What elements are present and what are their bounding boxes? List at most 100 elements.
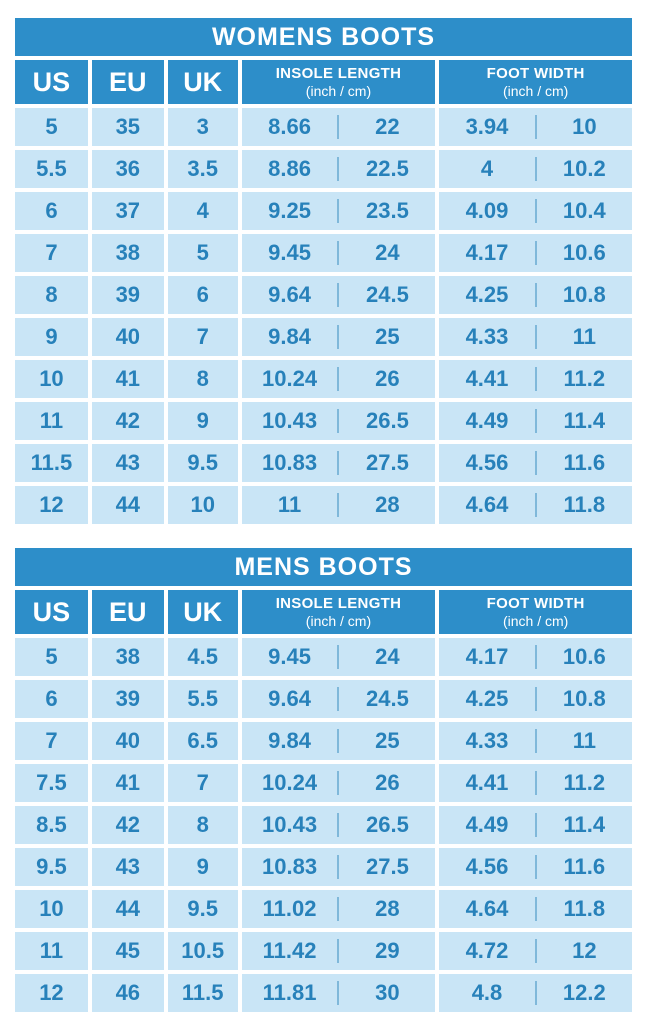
value-divider: [337, 493, 340, 517]
foot-width-cm-value: 12.2: [562, 980, 606, 1005]
insole-length-cm-value: 24: [375, 240, 400, 265]
value-divider: [337, 409, 340, 433]
foot-width-inch-value: 4.49: [465, 408, 509, 433]
insole-length-cm-value: 26.5: [365, 408, 409, 433]
value-divider: [337, 199, 340, 223]
cell-insole-length: 10.24 26: [241, 764, 436, 802]
value-divider: [337, 325, 340, 349]
value-divider: [337, 729, 340, 753]
insole-length-cm-value: 25: [375, 324, 400, 349]
foot-width-cm-value: 11: [572, 324, 596, 349]
insole-length-inch-value: 9.45: [268, 644, 311, 669]
insole-length-inch-value: 8.66: [268, 114, 311, 139]
foot-width-cm-value: 11.4: [563, 408, 606, 433]
cell-foot-width: 4.8 12.2: [439, 974, 632, 1012]
foot-width-label: FOOT WIDTH: [486, 595, 585, 613]
cell-insole-length: 11.02 28: [241, 890, 436, 928]
value-divider: [534, 157, 537, 181]
insole-length-cm-value: 30: [375, 980, 400, 1005]
foot-width-cm-value: 10.2: [562, 156, 606, 181]
value-divider: [337, 241, 340, 265]
cell-us: 12: [15, 974, 88, 1012]
value-divider: [337, 157, 340, 181]
value-divider: [534, 409, 537, 433]
insole-length-label: INSOLE LENGTH: [275, 65, 402, 83]
cell-foot-width: 4.72 12: [439, 932, 632, 970]
cell-us: 8: [15, 276, 88, 314]
cell-uk: 9: [167, 402, 238, 440]
foot-width-cm-value: 11.4: [563, 812, 606, 837]
foot-width-inch-value: 4.64: [465, 896, 509, 921]
value-divider: [534, 115, 537, 139]
cell-uk: 8: [167, 360, 238, 398]
insole-length-inch-value: 10.43: [262, 812, 318, 837]
cell-us: 5.5: [15, 150, 88, 188]
value-divider: [534, 493, 537, 517]
cell-foot-width: 4.64 11.8: [439, 486, 632, 524]
insole-length-inch-value: 11.02: [262, 896, 317, 921]
value-divider: [337, 939, 340, 963]
cell-eu: 42: [91, 806, 164, 844]
womens-table-title: WOMENS BOOTS: [211, 22, 436, 51]
foot-width-cm-value: 11.2: [563, 770, 606, 795]
cell-insole-length: 11 28: [241, 486, 436, 524]
cell-eu: 39: [91, 276, 164, 314]
cell-uk: 7: [167, 764, 238, 802]
foot-width-cm-value: 12: [572, 938, 597, 963]
cell-us: 8.5: [15, 806, 88, 844]
foot-width-unit-note: (inch / cm): [502, 82, 569, 99]
foot-width-cm-value: 11.8: [563, 492, 606, 517]
cell-uk: 9.5: [167, 444, 238, 482]
insole-length-cm-value: 28: [375, 492, 400, 517]
insole-length-inch-value: 10.24: [262, 770, 318, 795]
cell-uk: 7: [167, 318, 238, 356]
insole-length-inch-value: 11.42: [262, 938, 317, 963]
cell-uk: 3: [167, 108, 238, 146]
cell-foot-width: 4.41 11.2: [439, 360, 632, 398]
insole-length-cm-value: 26.5: [365, 812, 409, 837]
cell-uk: 5.5: [167, 680, 238, 718]
cell-eu: 40: [91, 722, 164, 760]
cell-insole-length: 9.25 23.5: [241, 192, 436, 230]
insole-length-inch-value: 10.43: [262, 408, 318, 433]
foot-width-cm-value: 11.8: [563, 896, 606, 921]
cell-foot-width: 4.33 11: [439, 722, 632, 760]
womens-boots-table: WOMENS BOOTS US EU UK INSOLE LENGTH (inc…: [15, 18, 632, 524]
cell-us: 6: [15, 192, 88, 230]
foot-width-inch-value: 4.25: [465, 686, 509, 711]
header-insole-length: INSOLE LENGTH (inch / cm): [241, 60, 436, 104]
header-insole-length: INSOLE LENGTH (inch / cm): [241, 590, 436, 634]
cell-us: 7: [15, 234, 88, 272]
cell-us: 7: [15, 722, 88, 760]
foot-width-inch-value: 4.33: [465, 324, 509, 349]
value-divider: [534, 855, 537, 879]
cell-eu: 36: [91, 150, 164, 188]
value-divider: [534, 771, 537, 795]
cell-us: 10: [15, 360, 88, 398]
cell-foot-width: 4.56 11.6: [439, 444, 632, 482]
foot-width-inch-value: 4.41: [465, 770, 509, 795]
value-divider: [534, 199, 537, 223]
insole-length-cm-value: 27.5: [365, 450, 409, 475]
cell-foot-width: 4.09 10.4: [439, 192, 632, 230]
mens-table-title-bar: MENS BOOTS: [15, 548, 632, 586]
cell-insole-length: 8.66 22: [241, 108, 436, 146]
cell-insole-length: 9.45 24: [241, 638, 436, 676]
cell-foot-width: 4 10.2: [439, 150, 632, 188]
value-divider: [534, 897, 537, 921]
cell-uk: 6.5: [167, 722, 238, 760]
cell-us: 11.5: [15, 444, 88, 482]
insole-length-cm-value: 26: [375, 770, 400, 795]
cell-insole-length: 9.64 24.5: [241, 680, 436, 718]
cell-eu: 41: [91, 360, 164, 398]
value-divider: [534, 729, 537, 753]
value-divider: [534, 813, 537, 837]
foot-width-cm-value: 10.6: [562, 644, 606, 669]
insole-length-cm-value: 24.5: [365, 686, 409, 711]
cell-insole-length: 11.42 29: [241, 932, 436, 970]
insole-length-inch-value: 10.83: [262, 450, 318, 475]
mens-boots-table: MENS BOOTS US EU UK INSOLE LENGTH (inch …: [15, 548, 632, 1012]
foot-width-inch-value: 4.33: [465, 728, 509, 753]
cell-us: 5: [15, 108, 88, 146]
